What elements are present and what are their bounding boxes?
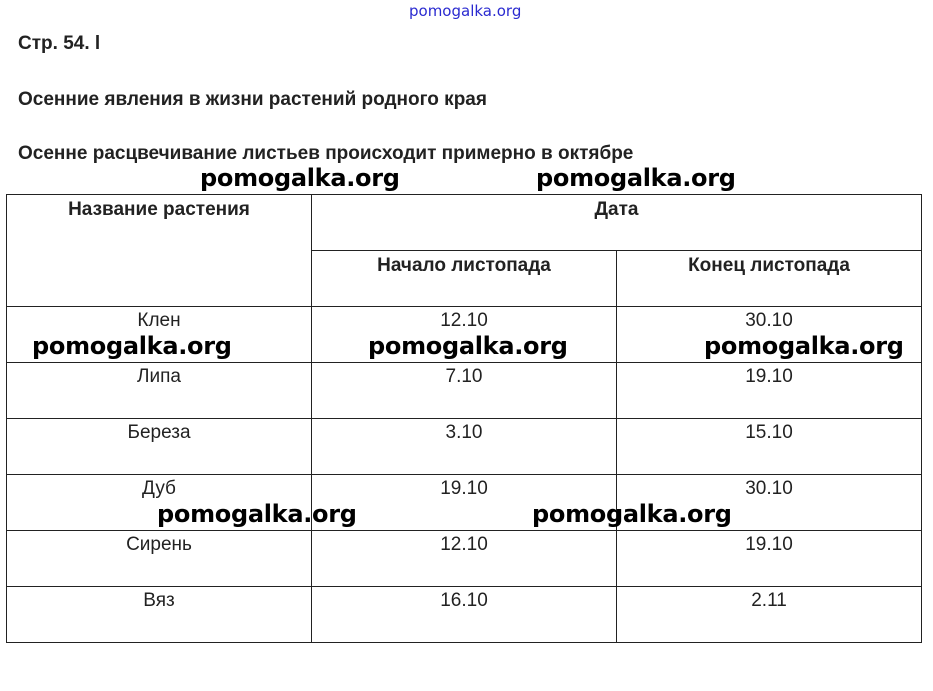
watermark: pomogalka.org [536,164,736,192]
end-cell: 19.10 [615,362,923,419]
table-row: Береза 3.10 15.10 [6,418,923,475]
table-header-row: Название растения Дата [6,194,923,307]
leaf-fall-table: Название растения Дата Начало листопада … [6,194,923,643]
end-cell: 15.10 [615,418,923,475]
header-end: Конец листопада [615,250,923,307]
start-cell: 12.10 [311,530,617,587]
table-row: Дуб 19.10 30.10 [6,474,923,531]
watermark: pomogalka.org [532,500,732,528]
end-cell: 19.10 [615,530,923,587]
table-row: Липа 7.10 19.10 [6,362,923,419]
plant-cell: Сирень [6,530,312,587]
page-subtitle: Осенне расцвечивание листьев происходит … [18,143,634,164]
start-cell: 3.10 [311,418,617,475]
table-row: Клен 12.10 30.10 [6,306,923,363]
start-cell: 16.10 [311,586,617,643]
header-start: Начало листопада [311,250,617,307]
start-cell: 12.10 [311,306,617,363]
site-link[interactable]: pomogalka.org [409,2,522,20]
watermark: pomogalka.org [704,332,904,360]
header-plant-name: Название растения [6,194,312,307]
watermark: pomogalka.org [200,164,400,192]
end-cell: 30.10 [615,474,923,531]
plant-cell: Вяз [6,586,312,643]
start-cell: 7.10 [311,362,617,419]
table-row: Сирень 12.10 19.10 [6,530,923,587]
plant-cell: Липа [6,362,312,419]
header-date: Дата [310,194,923,251]
watermark: pomogalka.org [157,500,357,528]
page-reference: Стр. 54. l [18,33,101,54]
plant-cell: Береза [6,418,312,475]
end-cell: 30.10 [615,306,923,363]
start-cell: 19.10 [311,474,617,531]
end-cell: 2.11 [615,586,923,643]
page-title: Осенние явления в жизни растений родного… [18,89,487,110]
table-subheader-row: Начало листопада Конец листопада [7,250,923,307]
watermark: pomogalka.org [368,332,568,360]
watermark: pomogalka.org [32,332,232,360]
table-row: Вяз 16.10 2.11 [6,586,923,643]
